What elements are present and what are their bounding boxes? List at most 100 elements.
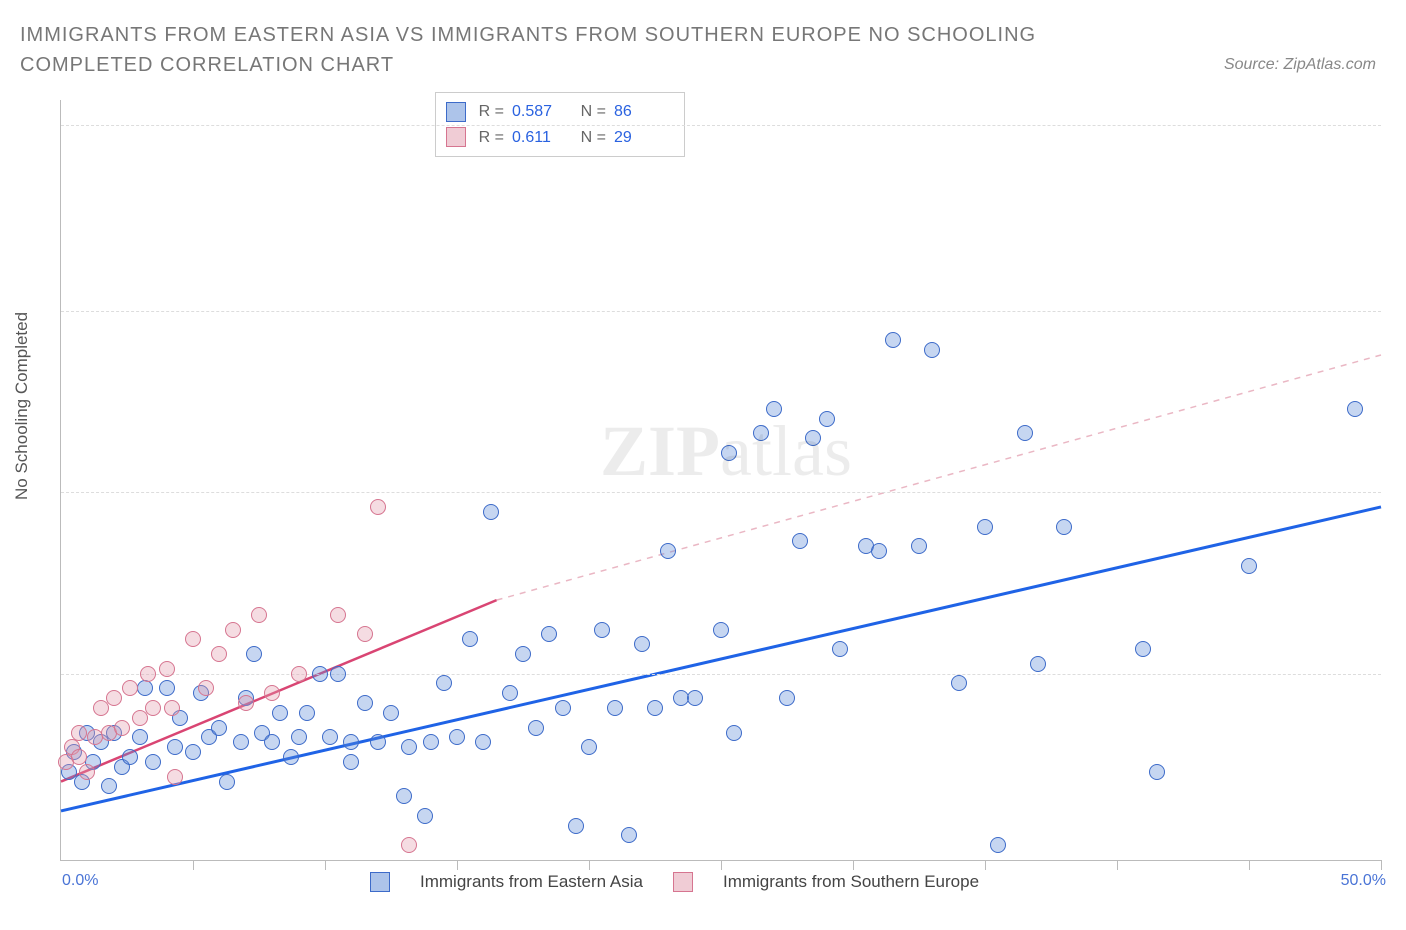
data-point-eastern-asia — [423, 734, 439, 750]
data-point-southern-europe — [140, 666, 156, 682]
y-tick-label: 3.8% — [1391, 665, 1406, 683]
data-point-eastern-asia — [233, 734, 249, 750]
data-point-eastern-asia — [1056, 519, 1072, 535]
data-point-eastern-asia — [159, 680, 175, 696]
data-point-eastern-asia — [515, 646, 531, 662]
data-point-southern-europe — [225, 622, 241, 638]
y-tick-label: 11.2% — [1391, 302, 1406, 320]
data-point-eastern-asia — [343, 734, 359, 750]
gridline — [61, 492, 1381, 493]
data-point-eastern-asia — [264, 734, 280, 750]
x-tick — [1117, 860, 1118, 870]
data-point-southern-europe — [370, 499, 386, 515]
data-point-eastern-asia — [924, 342, 940, 358]
data-point-southern-europe — [238, 695, 254, 711]
x-tick — [721, 860, 722, 870]
data-point-eastern-asia — [647, 700, 663, 716]
x-axis-max-label: 50.0% — [1341, 872, 1386, 890]
legend-label-b: Immigrants from Southern Europe — [723, 872, 979, 892]
data-point-eastern-asia — [299, 705, 315, 721]
data-point-eastern-asia — [951, 675, 967, 691]
data-point-eastern-asia — [1135, 641, 1151, 657]
data-point-southern-europe — [330, 607, 346, 623]
legend-swatch-a — [370, 872, 390, 892]
data-point-eastern-asia — [541, 626, 557, 642]
data-point-eastern-asia — [660, 543, 676, 559]
data-point-eastern-asia — [911, 538, 927, 554]
x-axis-min-label: 0.0% — [62, 872, 98, 890]
data-point-eastern-asia — [101, 778, 117, 794]
data-point-eastern-asia — [383, 705, 399, 721]
data-point-southern-europe — [79, 764, 95, 780]
data-point-eastern-asia — [885, 332, 901, 348]
chart-title: IMMIGRANTS FROM EASTERN ASIA VS IMMIGRAN… — [20, 20, 1120, 80]
data-point-eastern-asia — [291, 729, 307, 745]
data-point-eastern-asia — [401, 739, 417, 755]
y-tick-label: 15.0% — [1391, 116, 1406, 134]
data-point-eastern-asia — [568, 818, 584, 834]
data-point-eastern-asia — [1030, 656, 1046, 672]
data-point-eastern-asia — [721, 445, 737, 461]
data-point-eastern-asia — [211, 720, 227, 736]
legend-label-a: Immigrants from Eastern Asia — [420, 872, 643, 892]
y-tick-label: 7.5% — [1391, 483, 1406, 501]
data-point-eastern-asia — [792, 533, 808, 549]
data-point-eastern-asia — [990, 837, 1006, 853]
data-point-southern-europe — [114, 720, 130, 736]
data-point-eastern-asia — [607, 700, 623, 716]
data-point-eastern-asia — [185, 744, 201, 760]
data-point-eastern-asia — [528, 720, 544, 736]
data-point-eastern-asia — [766, 401, 782, 417]
data-point-southern-europe — [159, 661, 175, 677]
data-point-eastern-asia — [246, 646, 262, 662]
data-point-eastern-asia — [272, 705, 288, 721]
data-point-eastern-asia — [417, 808, 433, 824]
legend: Immigrants from Eastern Asia Immigrants … — [370, 872, 979, 892]
data-point-eastern-asia — [1347, 401, 1363, 417]
x-tick — [193, 860, 194, 870]
data-point-eastern-asia — [330, 666, 346, 682]
x-tick — [985, 860, 986, 870]
data-point-southern-europe — [164, 700, 180, 716]
gridline — [61, 674, 1381, 675]
data-point-southern-europe — [106, 690, 122, 706]
data-point-eastern-asia — [283, 749, 299, 765]
data-point-southern-europe — [251, 607, 267, 623]
data-point-eastern-asia — [871, 543, 887, 559]
data-point-eastern-asia — [436, 675, 452, 691]
data-point-southern-europe — [198, 680, 214, 696]
data-point-southern-europe — [291, 666, 307, 682]
data-point-eastern-asia — [805, 430, 821, 446]
x-tick — [457, 860, 458, 870]
data-point-eastern-asia — [312, 666, 328, 682]
data-point-eastern-asia — [713, 622, 729, 638]
data-point-eastern-asia — [832, 641, 848, 657]
data-point-eastern-asia — [475, 734, 491, 750]
data-point-eastern-asia — [555, 700, 571, 716]
data-point-southern-europe — [401, 837, 417, 853]
data-point-southern-europe — [185, 631, 201, 647]
data-point-southern-europe — [264, 685, 280, 701]
data-point-southern-europe — [122, 680, 138, 696]
data-point-eastern-asia — [396, 788, 412, 804]
data-point-eastern-asia — [449, 729, 465, 745]
legend-swatch-b — [673, 872, 693, 892]
data-point-eastern-asia — [122, 749, 138, 765]
x-tick — [853, 860, 854, 870]
data-point-eastern-asia — [819, 411, 835, 427]
data-point-southern-europe — [211, 646, 227, 662]
x-tick — [325, 860, 326, 870]
data-point-eastern-asia — [219, 774, 235, 790]
data-point-eastern-asia — [779, 690, 795, 706]
data-point-southern-europe — [71, 725, 87, 741]
data-point-eastern-asia — [322, 729, 338, 745]
data-point-eastern-asia — [687, 690, 703, 706]
x-tick — [1249, 860, 1250, 870]
data-point-eastern-asia — [726, 725, 742, 741]
data-point-eastern-asia — [977, 519, 993, 535]
data-point-eastern-asia — [581, 739, 597, 755]
data-point-eastern-asia — [594, 622, 610, 638]
data-point-eastern-asia — [753, 425, 769, 441]
x-tick — [1381, 860, 1382, 870]
data-point-eastern-asia — [167, 739, 183, 755]
